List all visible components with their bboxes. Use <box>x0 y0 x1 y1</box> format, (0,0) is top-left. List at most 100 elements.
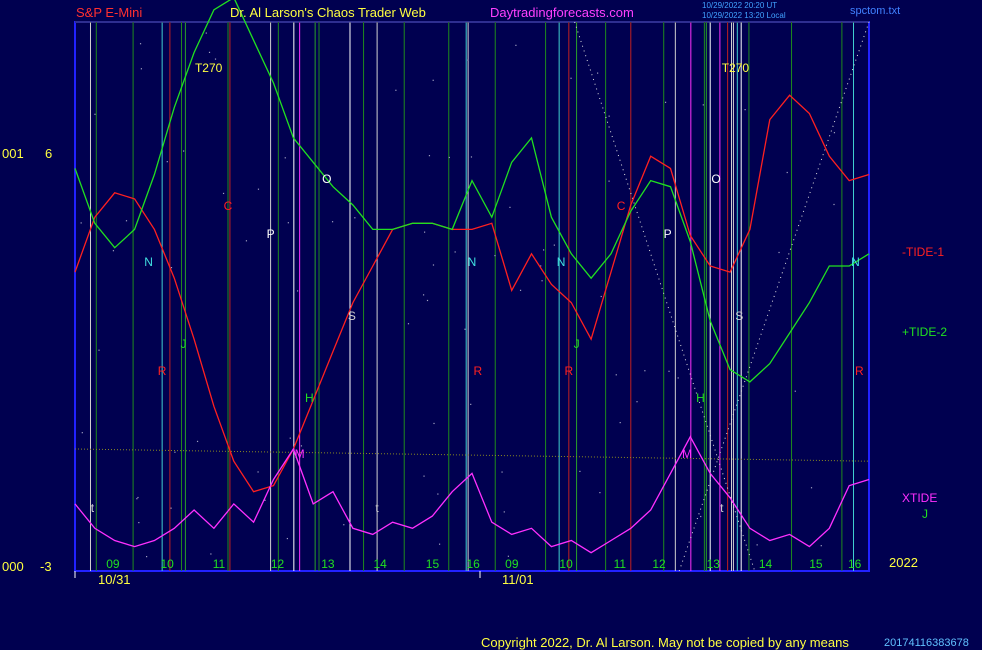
star-dot <box>600 295 602 298</box>
timestamp-ut: 10/29/2022 20:20 UT <box>702 1 778 10</box>
site-link[interactable]: Daytradingforecasts.com <box>490 5 634 20</box>
star-dot <box>470 403 472 405</box>
event-label: C <box>617 199 626 213</box>
star-dot <box>668 370 670 372</box>
event-label: N <box>468 255 477 269</box>
star-dot <box>664 101 667 103</box>
star-dot <box>428 155 431 157</box>
star-dot <box>423 475 425 477</box>
x-tick-label: 13 <box>321 557 335 571</box>
event-label: P <box>267 227 275 241</box>
star-dot <box>597 72 599 74</box>
footer-code: 20174116383678 <box>884 637 969 649</box>
event-label: t <box>91 501 95 515</box>
star-dot <box>98 349 100 351</box>
star-dot <box>284 157 286 159</box>
star-dot <box>343 524 345 526</box>
star-dot <box>833 203 835 206</box>
x-tick-labels: 09 10 11 12 13 14 15 16 09 10 11 12 13 14 15 16 <box>74 557 862 578</box>
star-dot <box>570 77 572 79</box>
year-label: 2022 <box>889 555 918 570</box>
star-dot <box>208 51 211 53</box>
star-dot <box>501 471 503 473</box>
star-dot <box>833 132 836 134</box>
star-dot <box>786 171 788 174</box>
star-dot <box>820 545 822 547</box>
event-label: O <box>711 172 720 186</box>
star-dot <box>615 374 617 376</box>
star-dot <box>196 440 199 443</box>
star-dot <box>432 79 434 81</box>
star-dot <box>700 515 702 518</box>
x-tick-label: 12 <box>271 557 285 571</box>
event-label: M <box>295 447 305 461</box>
y-bottom-left-label: 000 <box>2 559 24 574</box>
star-dot <box>112 250 115 252</box>
star-dot <box>286 537 288 540</box>
event-label: N <box>144 255 153 269</box>
star-dot <box>432 264 435 266</box>
star-dot <box>205 32 207 34</box>
event-label: T270 <box>722 61 750 75</box>
timestamp-local: 10/29/2022 13:20 Local <box>702 11 786 20</box>
star-dot <box>245 240 248 242</box>
star-dot <box>542 249 545 251</box>
star-dot <box>174 451 176 453</box>
series-label-tide2: +TIDE-2 <box>902 325 948 339</box>
star-dot <box>80 222 82 224</box>
star-dot <box>608 180 610 182</box>
star-dot <box>636 401 638 403</box>
x-tick-label: 10 <box>559 557 573 571</box>
event-label: P <box>664 227 672 241</box>
star-dot <box>778 251 780 254</box>
series-line-xtide <box>74 435 870 554</box>
x-tick-label: 14 <box>373 557 387 571</box>
star-dot <box>81 432 83 434</box>
guide-lines <box>74 21 870 572</box>
star-dot <box>296 290 299 292</box>
star-dot <box>507 555 509 557</box>
event-label: R <box>855 364 864 378</box>
star-dot <box>433 422 435 425</box>
event-label: H <box>305 391 314 405</box>
event-label: S <box>735 309 743 323</box>
star-dot <box>422 294 425 296</box>
star-dot <box>437 493 439 495</box>
star-dot <box>423 231 426 233</box>
star-dot <box>509 206 511 208</box>
event-label: t <box>720 501 724 515</box>
star-dot <box>210 553 212 555</box>
star-dot <box>494 255 496 257</box>
star-dot <box>331 221 334 223</box>
star-dot <box>138 521 140 524</box>
star-dot <box>599 492 601 494</box>
star-dot <box>794 390 796 392</box>
star-dot <box>257 188 260 190</box>
star-dot <box>300 445 303 447</box>
star-dot <box>264 499 266 501</box>
series-label-tide1: -TIDE-1 <box>902 245 944 259</box>
event-label: R <box>473 364 482 378</box>
star-dot <box>619 421 621 424</box>
star-dot <box>395 89 397 91</box>
event-label: J <box>180 337 186 351</box>
star-dot <box>540 265 542 267</box>
event-label: H <box>696 391 705 405</box>
event-label: N <box>851 255 860 269</box>
star-dot <box>810 487 813 489</box>
event-label: S <box>348 309 356 323</box>
star-dot <box>702 104 704 106</box>
data-file-name: spctom.txt <box>850 5 901 17</box>
star-dot <box>140 68 143 70</box>
star-dot <box>287 222 289 224</box>
star-dot <box>515 44 517 46</box>
y-top-left-label: 001 <box>2 146 24 161</box>
series-label-xtide: XTIDE <box>902 491 938 505</box>
event-label: t <box>375 501 379 515</box>
star-dot <box>146 556 148 558</box>
star-dots <box>80 32 836 558</box>
event-label: C <box>224 199 233 213</box>
star-dot <box>470 156 473 158</box>
date-label-1: 10/31 <box>98 572 131 587</box>
